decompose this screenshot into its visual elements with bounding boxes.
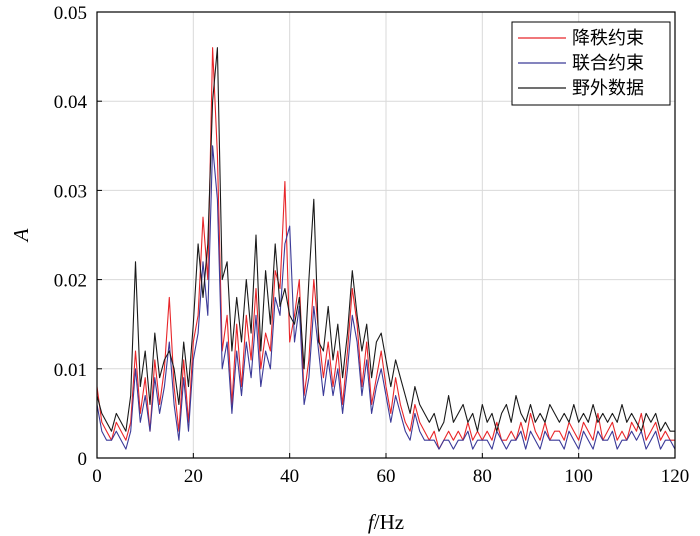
legend-label: 降秩约束	[572, 28, 644, 49]
y-tick-label: 0.05	[54, 3, 87, 24]
x-tick-label: 20	[184, 466, 203, 487]
series-line-3	[96, 47, 675, 432]
y-tick-label: 0.04	[54, 92, 88, 113]
x-tick-label: 100	[564, 466, 593, 487]
plot-series	[96, 47, 676, 450]
series-line-2	[96, 145, 676, 450]
x-tick-label: 80	[473, 466, 492, 487]
series-line-1	[96, 47, 675, 450]
x-axis-variable: f	[368, 510, 377, 534]
y-axis-title: A	[9, 228, 33, 243]
x-tick-label: 120	[661, 466, 690, 487]
y-tick-label: 0.01	[54, 360, 87, 381]
x-tick-label: 60	[377, 466, 396, 487]
y-tick-label: 0	[78, 449, 88, 470]
x-axis-title: f/Hz	[368, 510, 404, 534]
y-tick-label: 0.02	[54, 271, 87, 292]
y-tick-label: 0.03	[54, 181, 87, 202]
x-axis-ticks: 0 20 40 60 80 100 120	[92, 453, 689, 487]
x-tick-label: 40	[280, 466, 299, 487]
x-axis-unit: /Hz	[374, 510, 404, 534]
legend-label: 联合约束	[572, 53, 644, 74]
x-tick-label: 0	[92, 466, 102, 487]
y-axis-ticks: 0 0.01 0.02 0.03 0.04 0.05	[54, 3, 102, 470]
legend-label: 野外数据	[572, 78, 644, 99]
